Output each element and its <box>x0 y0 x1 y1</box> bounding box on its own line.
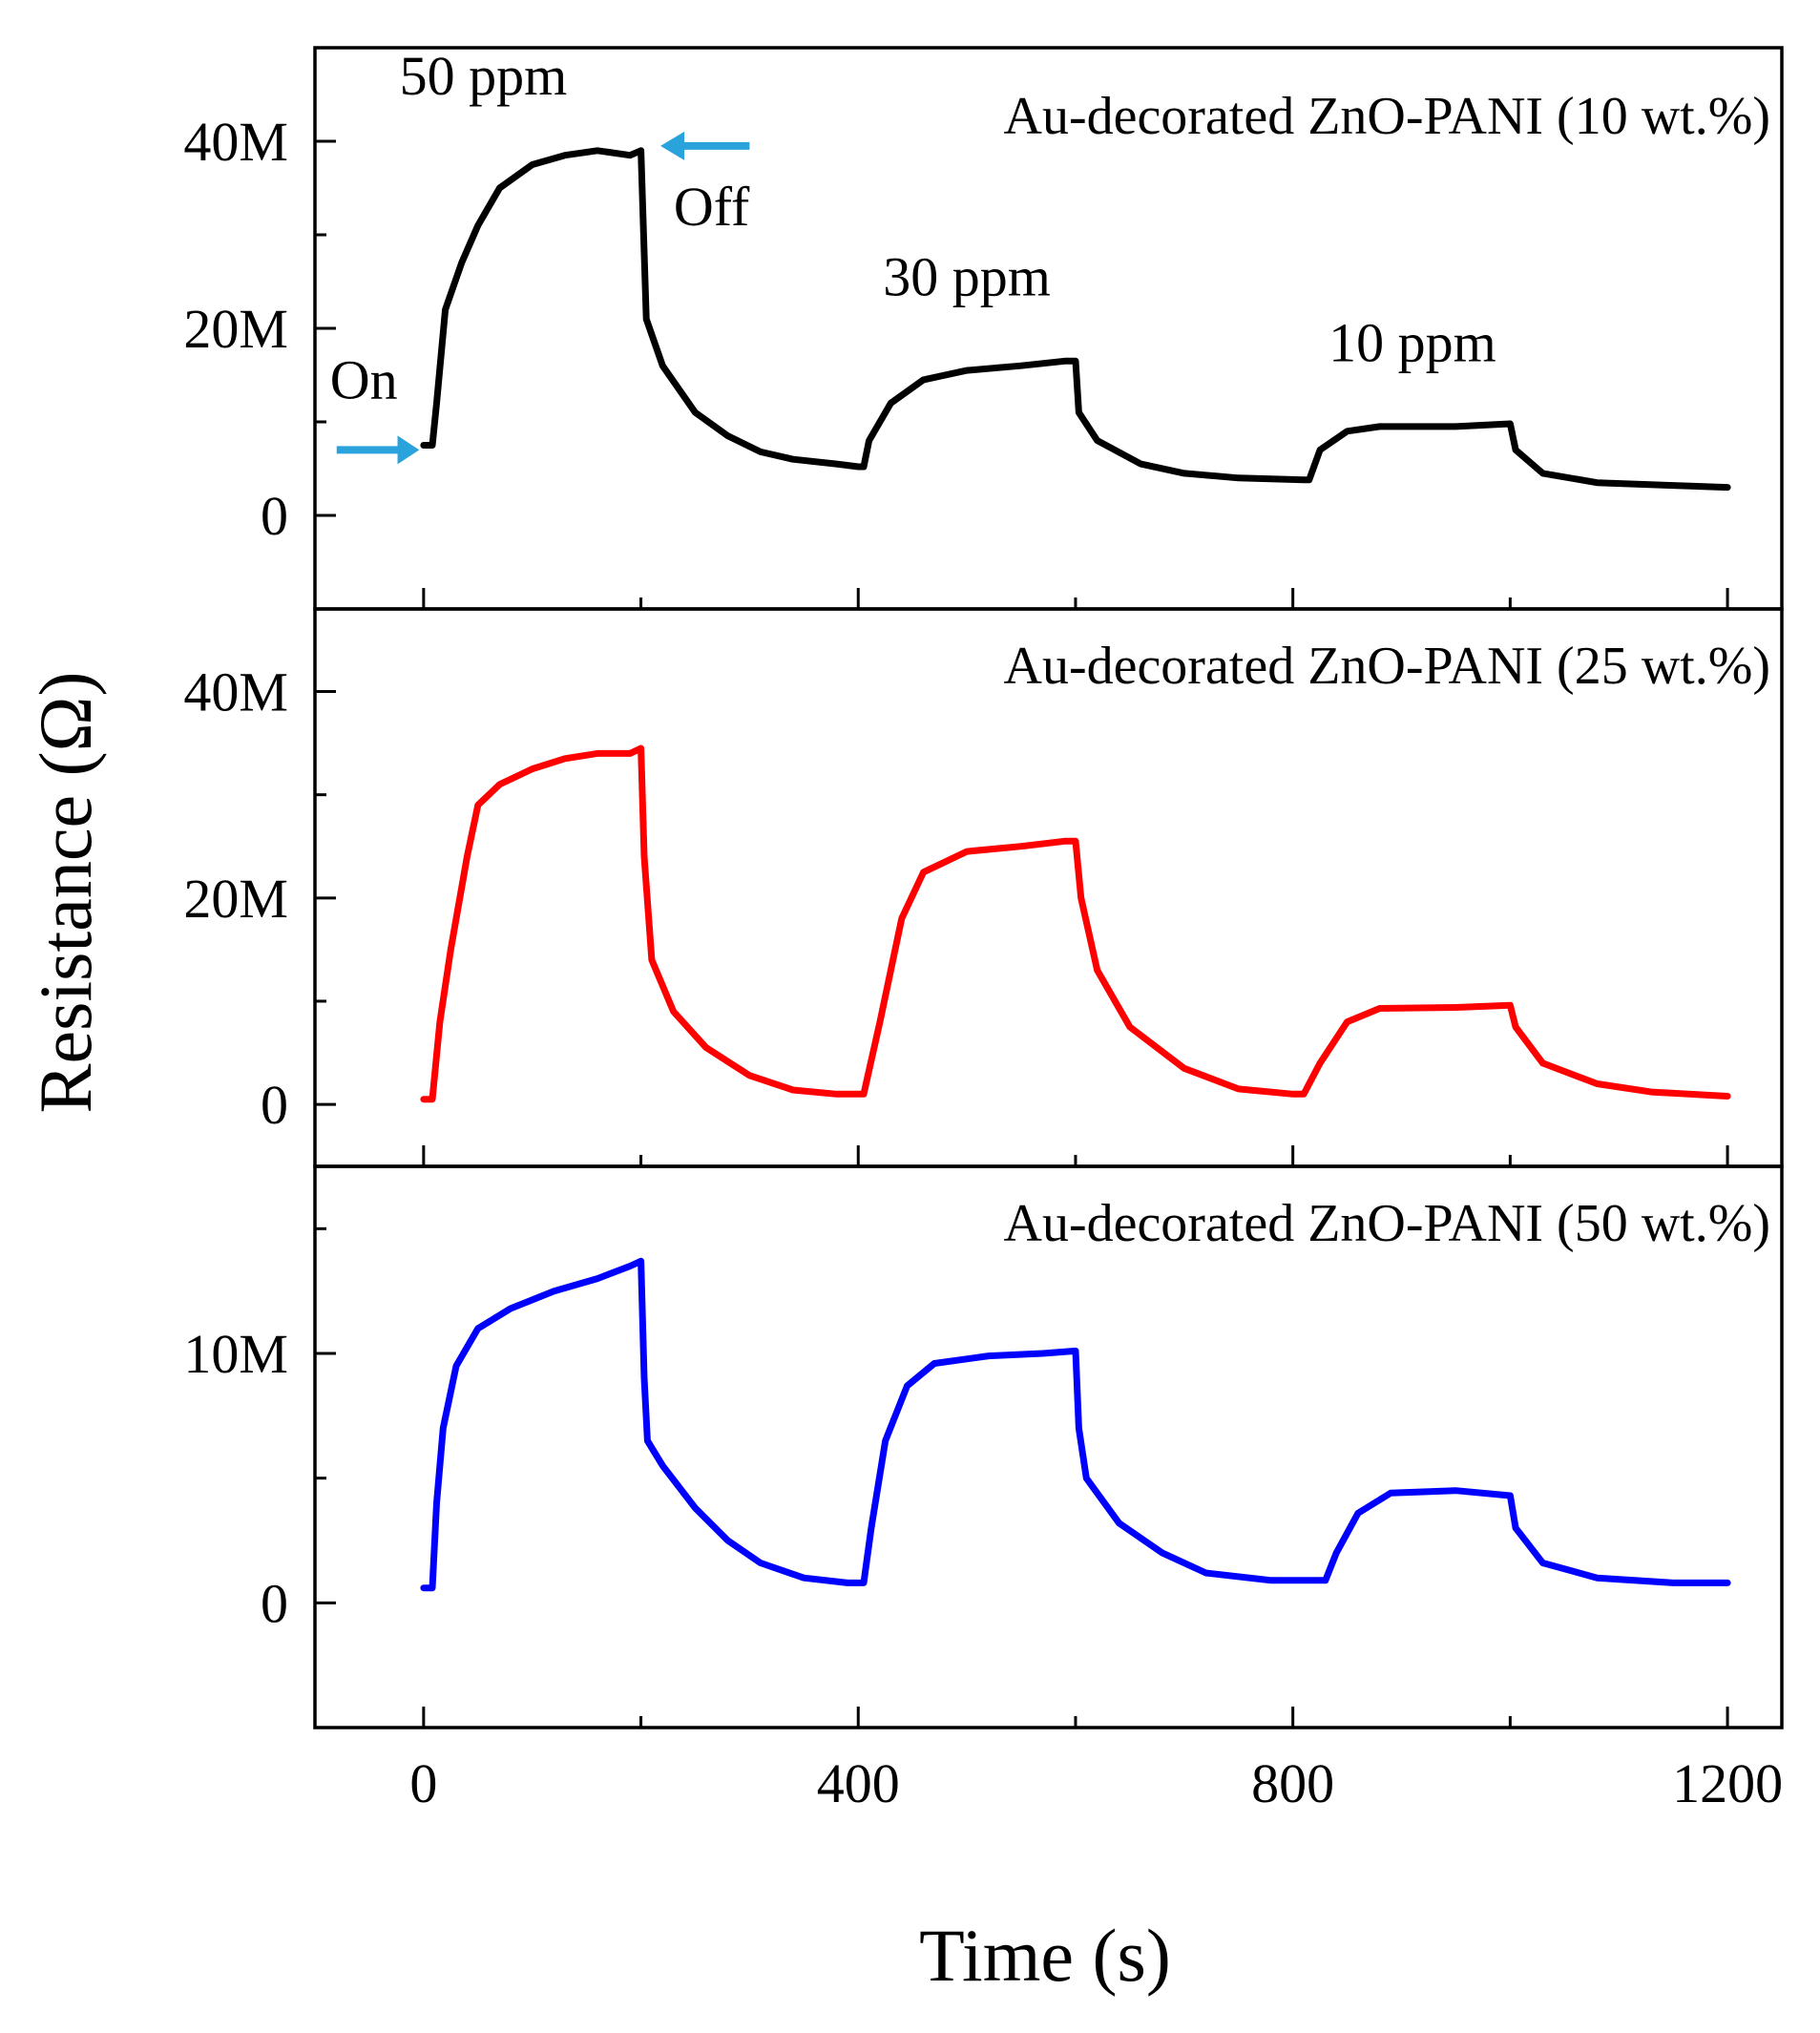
y-tick-label: 0 <box>261 1074 288 1136</box>
label-layer: 0 20M 40M Au-decorated ZnO-PANI (10 wt.%) 50… <box>183 45 1783 1814</box>
y-tick-label: 0 <box>261 485 288 547</box>
x-tick-label: 400 <box>817 1752 900 1814</box>
x-tick-label: 1200 <box>1672 1752 1783 1814</box>
y-tick-label: 20M <box>183 298 288 360</box>
panel-title-3: Au-decorated ZnO-PANI (50 wt.%) <box>1004 1194 1771 1253</box>
y-tick-label: 20M <box>183 868 288 930</box>
series-line-2 <box>420 744 1731 1103</box>
y-tick-label: 0 <box>261 1572 288 1634</box>
series-line-1 <box>420 147 1731 492</box>
label-50-ppm: 50 ppm <box>400 45 568 107</box>
x-axis-title: Time (s) <box>919 1914 1171 1997</box>
y-tick-label: 40M <box>183 661 288 723</box>
y-axis-title: Resistance (Ω) <box>24 672 107 1114</box>
label-30-ppm: 30 ppm <box>883 246 1051 308</box>
label-off: Off <box>674 176 750 238</box>
y-tick-label: 10M <box>183 1323 288 1385</box>
x-tick-label: 0 <box>409 1752 437 1814</box>
panel-title-1: Au-decorated ZnO-PANI (10 wt.%) <box>1004 87 1771 146</box>
off-arrow-icon <box>660 131 685 160</box>
series-line-3 <box>420 1257 1731 1592</box>
axes-layer <box>313 46 1784 1729</box>
x-tick-label: 800 <box>1251 1752 1334 1814</box>
panel-title-2: Au-decorated ZnO-PANI (25 wt.%) <box>1004 637 1771 696</box>
data-layer <box>420 147 1731 1592</box>
label-10-ppm: 10 ppm <box>1328 311 1496 373</box>
on-arrow-icon <box>397 435 420 465</box>
y-tick-label: 40M <box>183 111 288 173</box>
label-on: On <box>330 349 398 411</box>
panel-frame-3 <box>313 1164 1784 1729</box>
